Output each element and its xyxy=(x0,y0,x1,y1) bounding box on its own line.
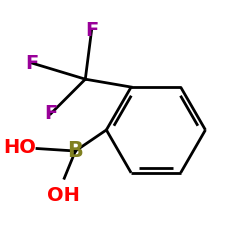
Text: F: F xyxy=(44,104,57,123)
Text: F: F xyxy=(85,22,98,40)
Text: OH: OH xyxy=(46,186,80,205)
Text: HO: HO xyxy=(3,138,36,157)
Text: F: F xyxy=(26,54,39,72)
Text: B: B xyxy=(68,141,83,161)
